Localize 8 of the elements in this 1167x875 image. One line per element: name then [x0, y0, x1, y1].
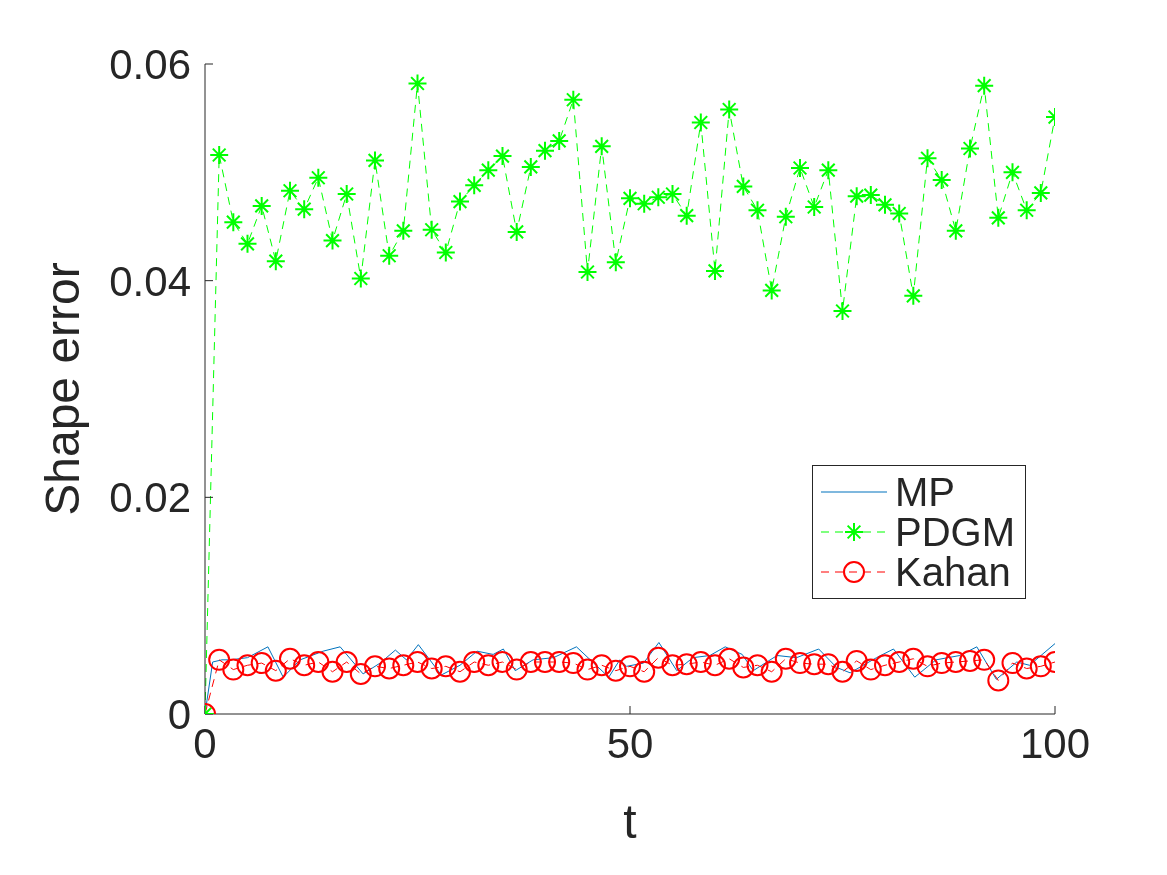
- x-axis-title: t: [623, 795, 637, 848]
- y-tick-label: 0: [167, 690, 191, 738]
- x-tick-label: 100: [1019, 719, 1091, 767]
- y-tick-label: 0.04: [109, 257, 191, 305]
- y-tick-label: 0.06: [109, 40, 191, 88]
- y-tick-label: 0.02: [109, 474, 191, 522]
- x-tick-label: 50: [606, 719, 654, 767]
- y-axis-title: Shape error: [36, 262, 90, 516]
